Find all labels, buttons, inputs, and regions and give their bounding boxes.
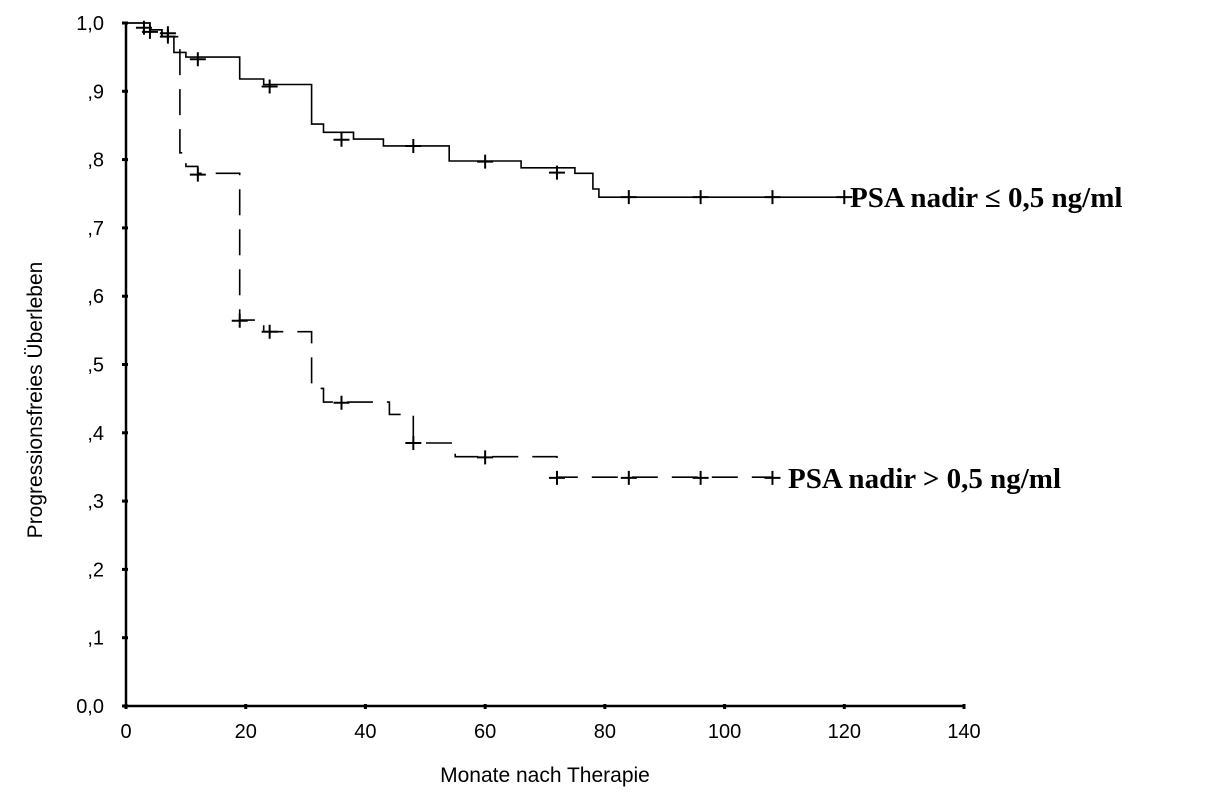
series-line-1: [126, 22, 845, 198]
series-label-high-nadir: PSA nadir > 0,5 ng/ml: [788, 463, 1061, 495]
censor-mark: [477, 450, 494, 465]
x-tick-label: 100: [708, 721, 741, 743]
censor-mark: [261, 79, 278, 94]
x-tick-label: 80: [594, 721, 616, 743]
y-tick-label: ,1: [87, 628, 104, 650]
x-axis-label: Monate nach Therapie: [440, 764, 650, 787]
censor-mark: [189, 167, 206, 182]
x-tick-label: 120: [828, 721, 861, 743]
x-tick-label: 40: [354, 721, 376, 743]
censor-mark: [261, 324, 278, 339]
censor-mark: [620, 190, 637, 205]
y-axis-label: Progressionsfreies Überleben: [24, 262, 47, 539]
ticks: 0 20 40 60 80 100 120 140 0,0 ,1 ,2 ,3 ,4 ,5 ,6 ,7 ,8 ,9 1…: [76, 13, 981, 743]
censor-mark: [333, 132, 350, 147]
y-tick-label: ,9: [87, 81, 104, 103]
y-tick-label: 1,0: [76, 13, 104, 35]
y-tick-label: 0,0: [76, 696, 104, 718]
series-label-low-nadir: PSA nadir ≤ 0,5 ng/ml: [850, 182, 1122, 214]
y-tick-label: ,4: [87, 423, 104, 445]
censor-mark: [333, 395, 350, 410]
censor-mark: [548, 165, 565, 180]
series-line-2: [126, 22, 773, 478]
y-tick-label: ,7: [87, 218, 104, 240]
censor-mark: [189, 52, 206, 67]
censor-mark: [764, 190, 781, 205]
censor-mark: [477, 154, 494, 169]
censor-mark: [141, 24, 158, 39]
censor-mark: [548, 470, 565, 485]
y-tick-label: ,6: [87, 286, 104, 308]
censor-mark: [836, 190, 853, 205]
censor-mark: [692, 470, 709, 485]
x-tick-label: 140: [947, 721, 980, 743]
x-tick-label: 60: [474, 721, 496, 743]
y-tick-label: ,2: [87, 559, 104, 581]
x-tick-label: 0: [120, 721, 131, 743]
censor-mark: [405, 436, 422, 451]
axes: [124, 23, 964, 708]
censor-mark: [405, 138, 422, 153]
y-tick-label: ,5: [87, 355, 104, 377]
y-tick-label: ,8: [87, 150, 104, 172]
y-tick-label: ,3: [87, 491, 104, 513]
censor-mark: [764, 470, 781, 485]
censor-mark: [159, 29, 176, 44]
censor-mark: [692, 190, 709, 205]
censor-mark: [620, 470, 637, 485]
plot-area: [126, 20, 853, 485]
censor-mark: [231, 313, 248, 328]
x-tick-label: 20: [235, 721, 257, 743]
